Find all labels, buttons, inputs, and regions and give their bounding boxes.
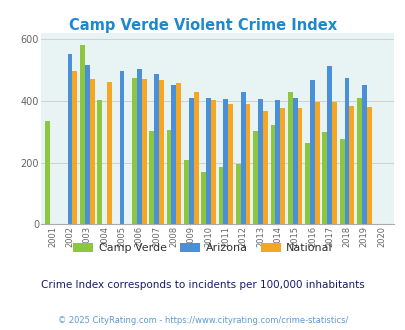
Bar [171, 85, 176, 224]
Bar [305, 143, 309, 224]
Bar [80, 45, 85, 224]
Bar [262, 111, 267, 224]
Bar [183, 160, 188, 224]
Text: Camp Verde Violent Crime Index: Camp Verde Violent Crime Index [69, 18, 336, 33]
Bar [322, 132, 326, 224]
Bar [90, 79, 94, 224]
Bar [211, 100, 215, 224]
Bar [218, 167, 223, 224]
Bar [356, 98, 361, 224]
Bar [188, 98, 193, 224]
Bar [275, 100, 279, 224]
Bar [270, 125, 275, 224]
Bar [119, 71, 124, 224]
Bar [292, 98, 297, 224]
Bar [136, 69, 141, 224]
Bar [344, 78, 349, 224]
Bar [193, 92, 198, 224]
Legend: Camp Verde, Arizona, National: Camp Verde, Arizona, National [68, 238, 337, 257]
Bar [72, 71, 77, 224]
Bar [279, 108, 284, 224]
Bar [85, 65, 90, 224]
Bar [331, 102, 336, 224]
Text: Crime Index corresponds to incidents per 100,000 inhabitants: Crime Index corresponds to incidents per… [41, 280, 364, 290]
Bar [287, 92, 292, 224]
Bar [309, 80, 314, 224]
Bar [68, 54, 72, 224]
Bar [141, 79, 146, 224]
Bar [235, 164, 240, 224]
Bar [166, 130, 171, 224]
Bar [107, 82, 112, 224]
Bar [132, 78, 136, 224]
Bar [258, 99, 262, 224]
Bar [366, 107, 371, 224]
Bar [240, 92, 245, 224]
Bar [206, 98, 211, 224]
Bar [176, 83, 181, 224]
Bar [361, 85, 366, 224]
Bar [45, 121, 50, 224]
Bar [154, 74, 159, 224]
Bar [253, 131, 258, 224]
Bar [297, 108, 302, 224]
Bar [149, 131, 154, 224]
Bar [97, 100, 102, 224]
Bar [223, 99, 228, 224]
Text: © 2025 CityRating.com - https://www.cityrating.com/crime-statistics/: © 2025 CityRating.com - https://www.city… [58, 315, 347, 325]
Bar [326, 66, 331, 224]
Bar [339, 139, 344, 224]
Bar [349, 107, 354, 224]
Bar [201, 172, 206, 224]
Bar [314, 102, 319, 224]
Bar [245, 104, 250, 224]
Bar [159, 80, 164, 224]
Bar [228, 104, 232, 224]
